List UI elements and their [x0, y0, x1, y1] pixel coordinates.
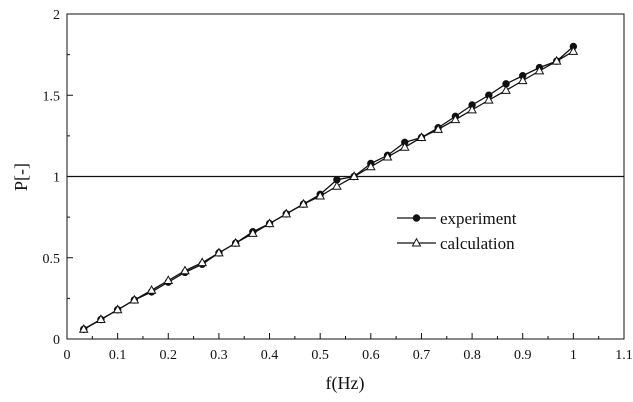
y-tick-label: 0: [53, 333, 60, 348]
series-layer: [78, 42, 579, 333]
data-point-calculation: [483, 94, 494, 104]
x-axis-label: f(Hz): [326, 373, 365, 394]
data-point-calculation: [399, 142, 410, 151]
data-point-calculation: [365, 161, 376, 171]
y-tick-label: 0.5: [43, 252, 61, 267]
data-point-calculation: [146, 285, 157, 294]
x-tick-label: 0.4: [261, 348, 279, 363]
legend-label-calculation: calculation: [440, 234, 515, 253]
x-tick-label: 0.8: [463, 348, 481, 363]
x-tick-label: 0.6: [362, 348, 380, 363]
data-point-calculation: [349, 171, 359, 180]
x-axis: 0 0.1 0.2 0.3 0.4 0.5 0.6 0.7 0.8 0.9 1 1.1: [64, 333, 633, 363]
legend: experiment calculation: [397, 209, 517, 253]
data-point-calculation: [214, 247, 224, 257]
data-point-calculation: [230, 237, 241, 247]
x-tick-label: 0.5: [311, 348, 329, 363]
data-point-calculation: [298, 198, 309, 208]
legend-item-calculation: calculation: [397, 234, 515, 253]
legend-marker-calculation: [411, 237, 422, 247]
data-point-calculation: [180, 265, 190, 275]
data-point-calculation: [467, 104, 477, 114]
series-experiment: [80, 42, 578, 333]
data-point-calculation: [382, 151, 393, 161]
legend-label-experiment: experiment: [440, 209, 517, 228]
data-point-calculation: [568, 46, 579, 55]
y-axis-label: P[-]: [11, 163, 31, 191]
data-point-calculation: [433, 124, 444, 133]
data-point-calculation: [129, 294, 140, 304]
x-tick-label: 0.1: [109, 348, 127, 363]
y-tick-label: 2: [53, 8, 60, 23]
data-point-calculation: [501, 85, 511, 94]
x-tick-label: 0.9: [514, 348, 532, 363]
data-point-calculation: [332, 181, 342, 190]
data-point-calculation: [96, 314, 106, 323]
x-tick-label: 0.2: [160, 348, 178, 363]
legend-marker-experiment: [412, 214, 421, 222]
x-tick-label: 1.1: [615, 348, 633, 363]
data-point-calculation: [78, 324, 89, 333]
data-point-calculation: [517, 75, 528, 85]
x-tick-label: 0.7: [413, 348, 431, 363]
x-tick-label: 0.3: [210, 348, 228, 363]
data-point-calculation: [264, 218, 275, 228]
data-point-calculation: [416, 132, 427, 141]
data-point-calculation: [281, 208, 292, 218]
data-point-calculation: [450, 114, 461, 124]
series-line-calculation: [83, 50, 574, 330]
y-tick-label: 1: [53, 171, 60, 186]
data-point-calculation: [247, 228, 258, 237]
data-point-calculation: [551, 55, 562, 65]
y-axis: 0 0.5 1 1.5 2: [43, 8, 73, 348]
data-point-calculation: [315, 190, 326, 200]
x-tick-label: 1: [570, 348, 577, 363]
data-point-calculation: [112, 304, 123, 314]
x-tick-label: 0: [64, 348, 71, 363]
data-point-calculation: [163, 275, 174, 284]
data-point-calculation: [197, 257, 208, 267]
legend-item-experiment: experiment: [397, 209, 517, 228]
data-point-calculation: [534, 65, 545, 75]
series-calculation: [78, 46, 579, 333]
y-tick-label: 1.5: [43, 89, 61, 104]
